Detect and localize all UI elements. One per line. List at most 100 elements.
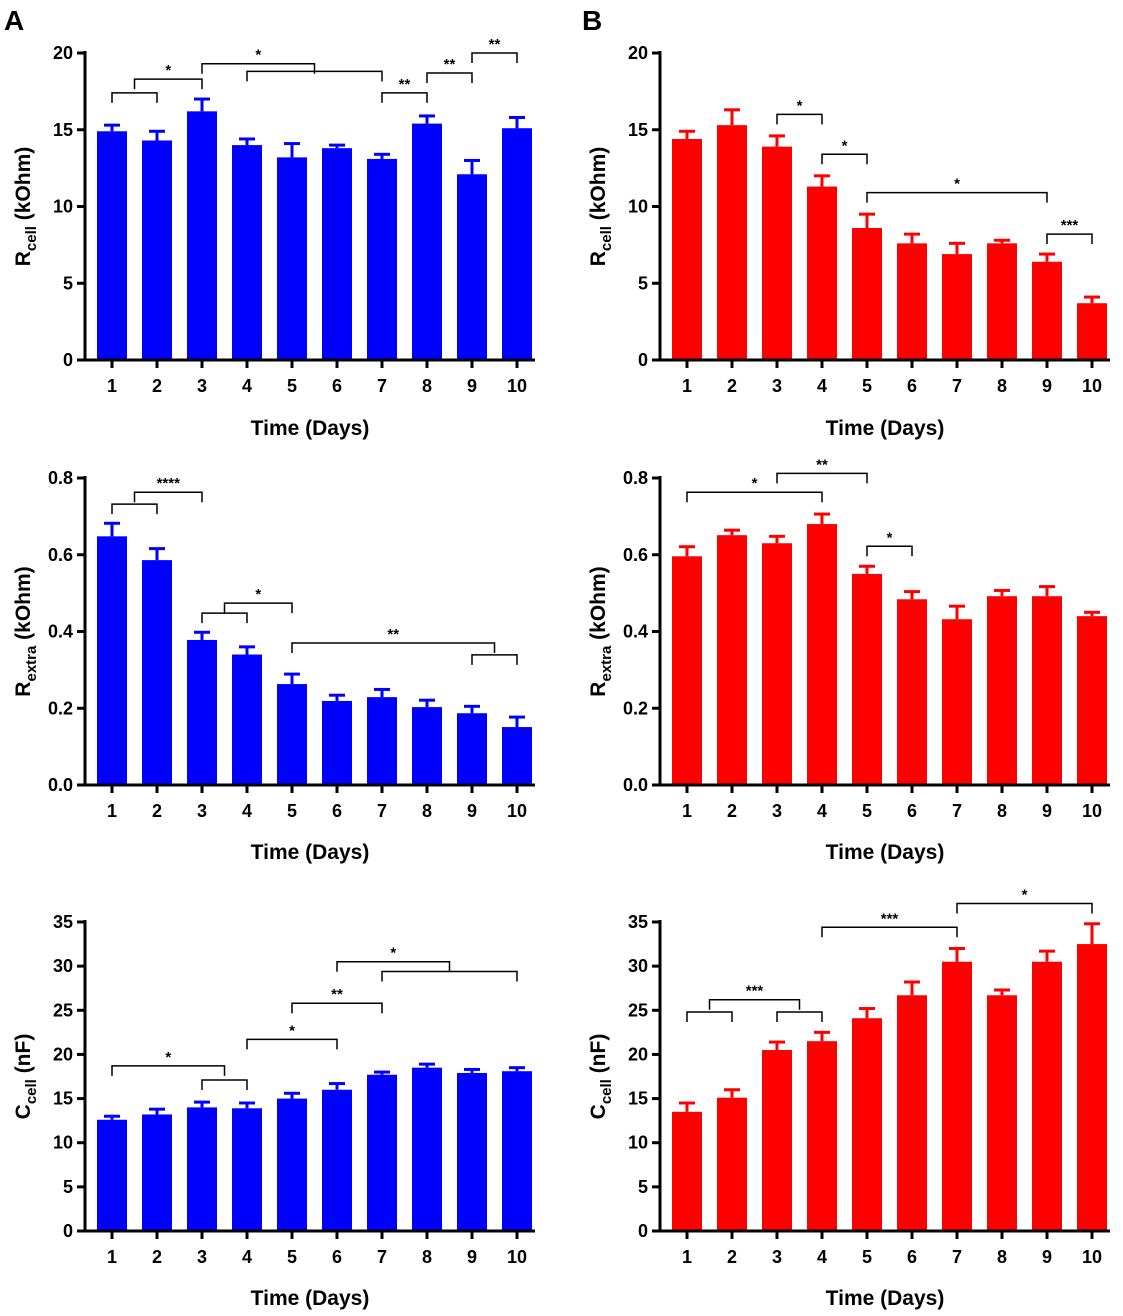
y-tick-label: 10 bbox=[628, 1133, 648, 1153]
bar bbox=[762, 146, 792, 360]
x-tick-label: 6 bbox=[907, 801, 917, 821]
y-tick-label: 20 bbox=[628, 1044, 648, 1064]
bar bbox=[672, 1111, 702, 1231]
y-label-unit: (kOhm) bbox=[12, 147, 35, 226]
bar bbox=[142, 140, 172, 360]
bar bbox=[412, 123, 442, 360]
bar bbox=[322, 1089, 352, 1231]
y-tick-label: 0.2 bbox=[48, 698, 73, 718]
x-tick-label: 2 bbox=[152, 1247, 162, 1267]
significance-label: * bbox=[887, 529, 893, 546]
significance-bracket bbox=[133, 78, 203, 90]
bar bbox=[987, 596, 1017, 785]
significance-bracket bbox=[956, 902, 1093, 914]
bar bbox=[762, 1050, 792, 1231]
bar bbox=[502, 1071, 532, 1231]
significance-bracket bbox=[381, 92, 428, 103]
bar bbox=[807, 1041, 837, 1231]
x-axis-label: Time (Days) bbox=[251, 1287, 370, 1310]
significance-label: *** bbox=[881, 910, 899, 927]
significance-bracket bbox=[201, 1079, 248, 1091]
y-label-main: R bbox=[587, 251, 610, 266]
bar bbox=[717, 535, 747, 785]
x-tick-label: 8 bbox=[997, 801, 1007, 821]
y-tick-label: 0.4 bbox=[623, 622, 648, 642]
significance-bracket bbox=[201, 62, 316, 74]
x-tick-label: 8 bbox=[422, 376, 432, 396]
x-axis-label: Time (Days) bbox=[826, 417, 945, 440]
y-tick-label: 25 bbox=[628, 1000, 648, 1020]
bar bbox=[1077, 944, 1107, 1231]
significance-bracket bbox=[471, 654, 518, 665]
x-tick-label: 10 bbox=[1082, 1247, 1102, 1267]
y-tick-label: 15 bbox=[53, 1089, 73, 1109]
y-tick-label: 5 bbox=[638, 1177, 648, 1197]
bar bbox=[97, 536, 127, 785]
x-tick-label: 9 bbox=[1042, 376, 1052, 396]
bar bbox=[187, 1107, 217, 1231]
y-label-subscript: cell bbox=[598, 226, 615, 251]
x-tick-label: 3 bbox=[772, 1247, 782, 1267]
x-tick-label: 4 bbox=[817, 1247, 827, 1267]
x-tick-label: 5 bbox=[287, 1247, 297, 1267]
x-tick-label: 9 bbox=[467, 801, 477, 821]
bar bbox=[1077, 303, 1107, 360]
x-tick-label: 4 bbox=[817, 801, 827, 821]
x-tick-label: 6 bbox=[907, 376, 917, 396]
y-tick-label: 20 bbox=[53, 1044, 73, 1064]
bar bbox=[852, 1018, 882, 1231]
y-tick-label: 0 bbox=[638, 350, 648, 370]
y-tick-label: 5 bbox=[638, 273, 648, 293]
significance-label: ** bbox=[331, 986, 343, 1003]
x-tick-label: 3 bbox=[197, 1247, 207, 1267]
significance-bracket bbox=[426, 72, 473, 83]
bar bbox=[457, 174, 487, 360]
x-tick-label: 6 bbox=[332, 801, 342, 821]
x-tick-label: 10 bbox=[507, 801, 527, 821]
bar bbox=[457, 1072, 487, 1231]
significance-label: ** bbox=[444, 56, 456, 73]
y-tick-label: 20 bbox=[53, 43, 73, 63]
y-tick-label: 35 bbox=[53, 912, 73, 932]
x-tick-label: 3 bbox=[772, 801, 782, 821]
y-label-subscript: extra bbox=[598, 645, 615, 682]
x-tick-label: 7 bbox=[952, 801, 962, 821]
bar bbox=[277, 157, 307, 360]
significance-label: **** bbox=[157, 475, 181, 492]
y-tick-label: 10 bbox=[53, 197, 73, 217]
y-tick-label: 20 bbox=[628, 43, 648, 63]
x-tick-label: 6 bbox=[907, 1247, 917, 1267]
y-tick-label: 30 bbox=[628, 956, 648, 976]
bar bbox=[232, 654, 262, 785]
y-tick-label: 0.0 bbox=[623, 775, 648, 795]
bar bbox=[897, 243, 927, 360]
x-tick-label: 7 bbox=[377, 801, 387, 821]
significance-label: * bbox=[289, 1022, 295, 1039]
bar bbox=[897, 599, 927, 785]
significance-label: *** bbox=[1061, 217, 1079, 234]
bar bbox=[502, 727, 532, 785]
y-tick-label: 0.6 bbox=[48, 545, 73, 565]
x-axis-label: Time (Days) bbox=[826, 841, 945, 864]
significance-label: ** bbox=[387, 626, 399, 643]
panel-label-b: B bbox=[582, 5, 602, 36]
x-tick-label: 7 bbox=[377, 376, 387, 396]
bar bbox=[807, 524, 837, 785]
y-tick-label: 10 bbox=[53, 1133, 73, 1153]
x-axis-label: Time (Days) bbox=[251, 417, 370, 440]
y-tick-label: 30 bbox=[53, 956, 73, 976]
bar bbox=[97, 131, 127, 360]
y-tick-label: 0 bbox=[63, 1221, 73, 1241]
bar bbox=[942, 619, 972, 785]
y-label-unit: (kOhm) bbox=[587, 566, 610, 645]
y-label-subscript: cell bbox=[23, 226, 40, 251]
significance-label: * bbox=[255, 586, 261, 603]
y-label-unit: (nF) bbox=[587, 1034, 610, 1079]
significance-label: * bbox=[842, 137, 848, 154]
bar bbox=[277, 684, 307, 785]
chart-B-rcell: 1 2 3 4 5 6 7 8 9 10 0 5 10 15 20 Time (Days) Rcell (kOh… bbox=[587, 43, 1110, 440]
y-tick-label: 15 bbox=[53, 120, 73, 140]
x-tick-label: 8 bbox=[997, 1247, 1007, 1267]
significance-label: * bbox=[797, 97, 803, 114]
